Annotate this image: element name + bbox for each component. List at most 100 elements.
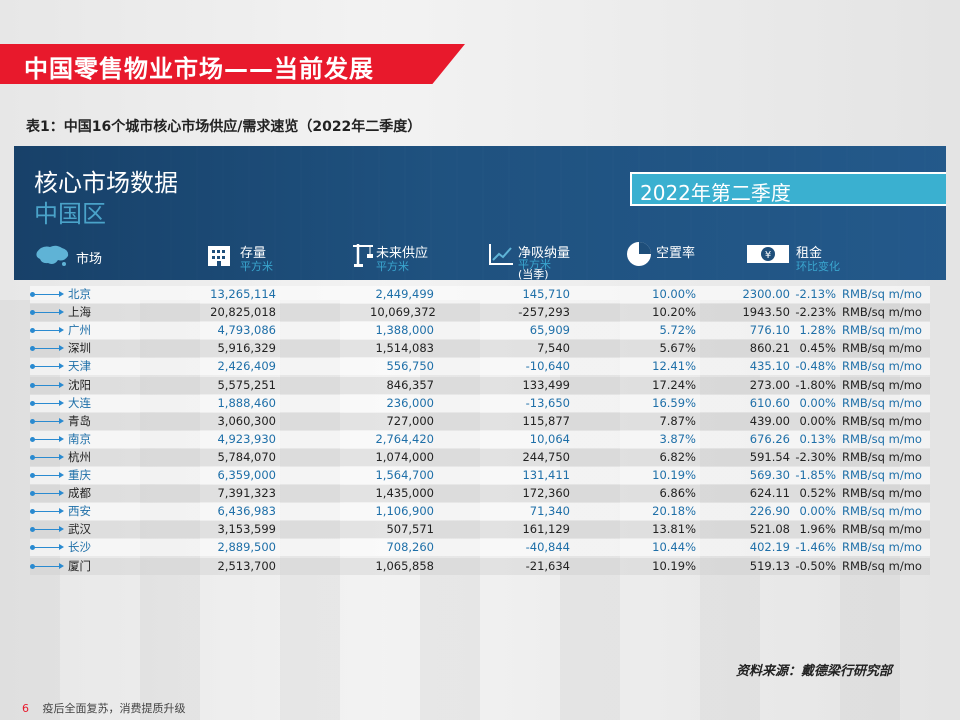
cell-stock: 4,793,086 (217, 323, 276, 338)
footer: 6 疫后全面复苏，消费提质升级 (22, 700, 186, 716)
cell-rent-change: -1.85% (795, 468, 836, 482)
row-arrow-icon (30, 490, 64, 497)
row-arrow-icon (30, 472, 64, 478)
table-row: 大连 1,888,460 236,000 -13,650 16.59% 610.60 0.0… (30, 394, 930, 412)
cell-rent: 1943.50 (742, 305, 790, 320)
cell-city: 深圳 (68, 341, 91, 356)
cell-rent-change: 0.00% (799, 395, 836, 410)
header-stock: 存量 (240, 246, 267, 261)
cell-rent-unit: RMB/sq m/mo (842, 377, 922, 392)
header-future-unit: 平方米 (376, 260, 409, 273)
cell-rent-change: -1.80% (795, 377, 836, 392)
cell-vacancy: 13.81% (652, 522, 696, 537)
row-arrow-icon (30, 327, 64, 334)
cell-net-absorption: -40,844 (525, 540, 570, 555)
cell-city: 青岛 (68, 413, 91, 428)
cell-future-supply: 236,000 (386, 395, 434, 410)
cell-city: 天津 (68, 359, 91, 374)
cell-vacancy: 12.41% (652, 359, 696, 374)
table-row: 天津 2,426,409 556,750 -10,640 12.41% 435.10 -0.… (30, 358, 930, 376)
cell-rent: 439.00 (749, 413, 790, 428)
cell-net-absorption: 10,064 (529, 431, 570, 446)
cell-rent: 273.00 (749, 377, 790, 392)
cell-rent: 676.26 (749, 431, 790, 446)
cell-stock: 3,060,300 (217, 413, 276, 428)
cell-net-absorption: 71,340 (529, 504, 570, 519)
cell-rent: 591.54 (749, 449, 790, 464)
cell-stock: 7,391,323 (217, 486, 276, 501)
cell-rent-change: -0.48% (795, 359, 836, 374)
cell-future-supply: 2,449,499 (375, 287, 434, 301)
cell-future-supply: 2,764,420 (375, 431, 434, 446)
cell-city: 北京 (68, 287, 91, 301)
table-row: 杭州 5,784,070 1,074,000 244,750 6.82% 591.54 -2… (30, 448, 930, 466)
cell-rent: 519.13 (749, 558, 790, 573)
cell-rent: 2300.00 (742, 287, 790, 301)
cell-city: 成都 (68, 486, 91, 501)
cell-vacancy: 10.00% (652, 287, 696, 301)
header-future-supply: 未来供应 (376, 246, 429, 261)
pie-chart-icon (627, 242, 651, 266)
row-arrow-icon (30, 562, 64, 569)
cell-rent-change: 0.45% (799, 341, 836, 356)
cell-rent-unit: RMB/sq m/mo (842, 413, 922, 428)
header-rent: 租金 (796, 246, 823, 261)
row-arrow-icon (30, 345, 64, 352)
cell-net-absorption: -257,293 (518, 305, 570, 320)
cell-rent-unit: RMB/sq m/mo (842, 522, 922, 537)
cell-stock: 2,426,409 (217, 359, 276, 374)
cell-rent-change: 0.13% (799, 431, 836, 446)
table-row: 北京 13,265,114 2,449,499 145,710 10.00% 2300.0… (30, 286, 930, 303)
cell-stock: 20,825,018 (210, 305, 276, 320)
cell-vacancy: 10.44% (652, 540, 696, 555)
table-row: 成都 7,391,323 1,435,000 172,360 6.86% 624.11 0.… (30, 485, 930, 503)
cell-city: 大连 (68, 395, 91, 410)
cell-rent-unit: RMB/sq m/mo (842, 468, 922, 482)
header-panel (14, 146, 946, 280)
cell-stock: 5,575,251 (217, 377, 276, 392)
table-row: 武汉 3,153,599 507,571 161,129 13.81% 521.08 1.9… (30, 521, 930, 539)
cell-net-absorption: -13,650 (525, 395, 570, 410)
quarter-badge (630, 172, 946, 206)
cell-rent: 624.11 (749, 486, 790, 501)
cell-stock: 4,923,930 (217, 431, 276, 446)
cell-stock: 3,153,599 (217, 522, 276, 537)
cell-rent-unit: RMB/sq m/mo (842, 558, 922, 573)
header-absorb-unit: 平方米 (518, 258, 551, 271)
cell-stock: 2,513,700 (217, 558, 276, 573)
row-arrow-icon (30, 453, 64, 460)
cell-city: 南京 (68, 431, 91, 446)
header-market: 市场 (76, 252, 103, 267)
table-row: 上海 20,825,018 10,069,372 -257,293 10.20% 1943… (30, 304, 930, 322)
table-row: 重庆 6,359,000 1,564,700 131,411 10.19% 569.30-… (30, 467, 930, 484)
cell-future-supply: 1,074,000 (375, 449, 434, 464)
cell-vacancy: 10.19% (652, 468, 696, 482)
quarter-label: 2022年第二季度 (640, 181, 791, 205)
header-stock-unit: 平方米 (240, 260, 273, 273)
table-row: 青岛 3,060,300 727,000 115,877 7.87% 439.00 0.00… (30, 412, 930, 430)
cell-future-supply: 1,564,700 (375, 468, 434, 482)
table-row: 长沙 2,889,500 708,260 -40,844 10.44% 402.19 -1.… (30, 539, 930, 557)
source-note: 资料来源：戴德梁行研究部 (736, 664, 893, 679)
row-arrow-icon (30, 381, 64, 388)
table-row: 南京 4,923,930 2,764,420 10,064 3.87% 676.26 0.1… (30, 430, 930, 448)
page-number: 6 (22, 702, 29, 715)
cell-vacancy: 3.87% (659, 431, 696, 446)
cell-vacancy: 20.18% (652, 504, 696, 519)
cell-rent: 521.08 (749, 522, 790, 537)
row-arrow-icon (30, 399, 64, 406)
cell-vacancy: 6.86% (659, 486, 696, 501)
row-arrow-icon (30, 363, 64, 370)
cell-city: 杭州 (68, 449, 91, 464)
cell-city: 长沙 (68, 540, 91, 555)
cell-rent-change: 0.00% (799, 504, 836, 519)
row-arrow-icon (30, 526, 64, 533)
cell-stock: 6,436,983 (217, 504, 276, 519)
cell-rent-unit: RMB/sq m/mo (842, 341, 922, 356)
cell-rent-unit: RMB/sq m/mo (842, 486, 922, 501)
header-absorb-note: (当季) (518, 268, 549, 281)
cell-future-supply: 556,750 (386, 359, 434, 374)
cell-rent-change: -2.23% (795, 305, 836, 320)
table-row: 沈阳 5,575,251 846,357 133,499 17.24% 273.00 -1.… (30, 376, 930, 394)
cell-net-absorption: 172,360 (522, 486, 570, 501)
